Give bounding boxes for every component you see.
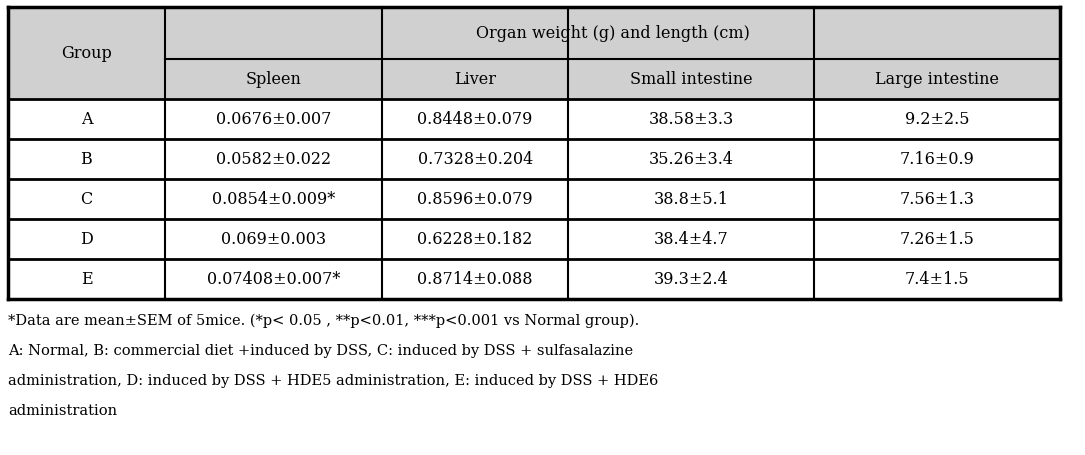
Bar (567, 180, 814, 219)
Bar (8, 140, 165, 180)
Text: 7.4±1.5: 7.4±1.5 (905, 271, 969, 288)
Bar (8, 8, 165, 100)
Text: 38.8±5.1: 38.8±5.1 (653, 191, 728, 208)
Text: 0.0582±0.022: 0.0582±0.022 (216, 151, 331, 168)
Bar (814, 219, 1060, 259)
Text: 0.8596±0.079: 0.8596±0.079 (418, 191, 533, 208)
Bar (382, 100, 567, 140)
Bar (382, 140, 567, 180)
Bar (814, 60, 1060, 100)
Text: administration: administration (8, 403, 117, 417)
Text: 38.4±4.7: 38.4±4.7 (653, 231, 728, 248)
Bar (567, 219, 814, 259)
Bar (567, 259, 814, 299)
Text: A: A (80, 111, 92, 128)
Bar (165, 180, 382, 219)
Text: 0.0854±0.009*: 0.0854±0.009* (212, 191, 335, 208)
Text: D: D (80, 231, 93, 248)
Text: Small intestine: Small intestine (629, 71, 752, 88)
Bar (567, 140, 814, 180)
Text: Spleen: Spleen (245, 71, 302, 88)
Text: 0.07408±0.007*: 0.07408±0.007* (207, 271, 341, 288)
Bar (8, 219, 165, 259)
Text: 9.2±2.5: 9.2±2.5 (905, 111, 969, 128)
Bar (165, 259, 382, 299)
Text: *Data are mean±SEM of 5mice. (*p< 0.05 , **p<0.01, ***p<0.001 vs Normal group).: *Data are mean±SEM of 5mice. (*p< 0.05 ,… (8, 313, 639, 328)
Text: administration, D: induced by DSS + HDE5 administration, E: induced by DSS + HDE: administration, D: induced by DSS + HDE5… (8, 373, 659, 387)
Bar (165, 140, 382, 180)
Bar (8, 180, 165, 219)
Text: 0.069±0.003: 0.069±0.003 (221, 231, 327, 248)
Text: 0.6228±0.182: 0.6228±0.182 (418, 231, 533, 248)
Text: A: Normal, B: commercial diet +induced by DSS, C: induced by DSS + sulfasalazine: A: Normal, B: commercial diet +induced b… (8, 343, 634, 357)
Text: 7.16±0.9: 7.16±0.9 (899, 151, 974, 168)
Bar (382, 219, 567, 259)
Text: Large intestine: Large intestine (875, 71, 999, 88)
Text: Organ weight (g) and length (cm): Organ weight (g) and length (cm) (475, 25, 750, 42)
Text: 39.3±2.4: 39.3±2.4 (653, 271, 728, 288)
Bar (165, 60, 382, 100)
Bar (382, 180, 567, 219)
Text: 35.26±3.4: 35.26±3.4 (649, 151, 733, 168)
Bar (814, 259, 1060, 299)
Text: 0.8448±0.079: 0.8448±0.079 (418, 111, 533, 128)
Bar (165, 8, 1060, 60)
Bar (382, 60, 567, 100)
Text: 7.56±1.3: 7.56±1.3 (899, 191, 974, 208)
Text: 0.8714±0.088: 0.8714±0.088 (418, 271, 533, 288)
Bar (814, 140, 1060, 180)
Text: Group: Group (61, 46, 112, 62)
Bar (567, 100, 814, 140)
Bar (382, 259, 567, 299)
Text: 0.0676±0.007: 0.0676±0.007 (216, 111, 331, 128)
Bar (814, 180, 1060, 219)
Bar (165, 219, 382, 259)
Bar (814, 100, 1060, 140)
Bar (567, 60, 814, 100)
Bar (165, 100, 382, 140)
Text: 38.58±3.3: 38.58±3.3 (649, 111, 733, 128)
Text: 7.26±1.5: 7.26±1.5 (899, 231, 974, 248)
Text: 0.7328±0.204: 0.7328±0.204 (418, 151, 533, 168)
Text: B: B (80, 151, 92, 168)
Bar (8, 259, 165, 299)
Text: E: E (80, 271, 92, 288)
Text: C: C (80, 191, 92, 208)
Text: Liver: Liver (455, 71, 496, 88)
Bar (8, 100, 165, 140)
